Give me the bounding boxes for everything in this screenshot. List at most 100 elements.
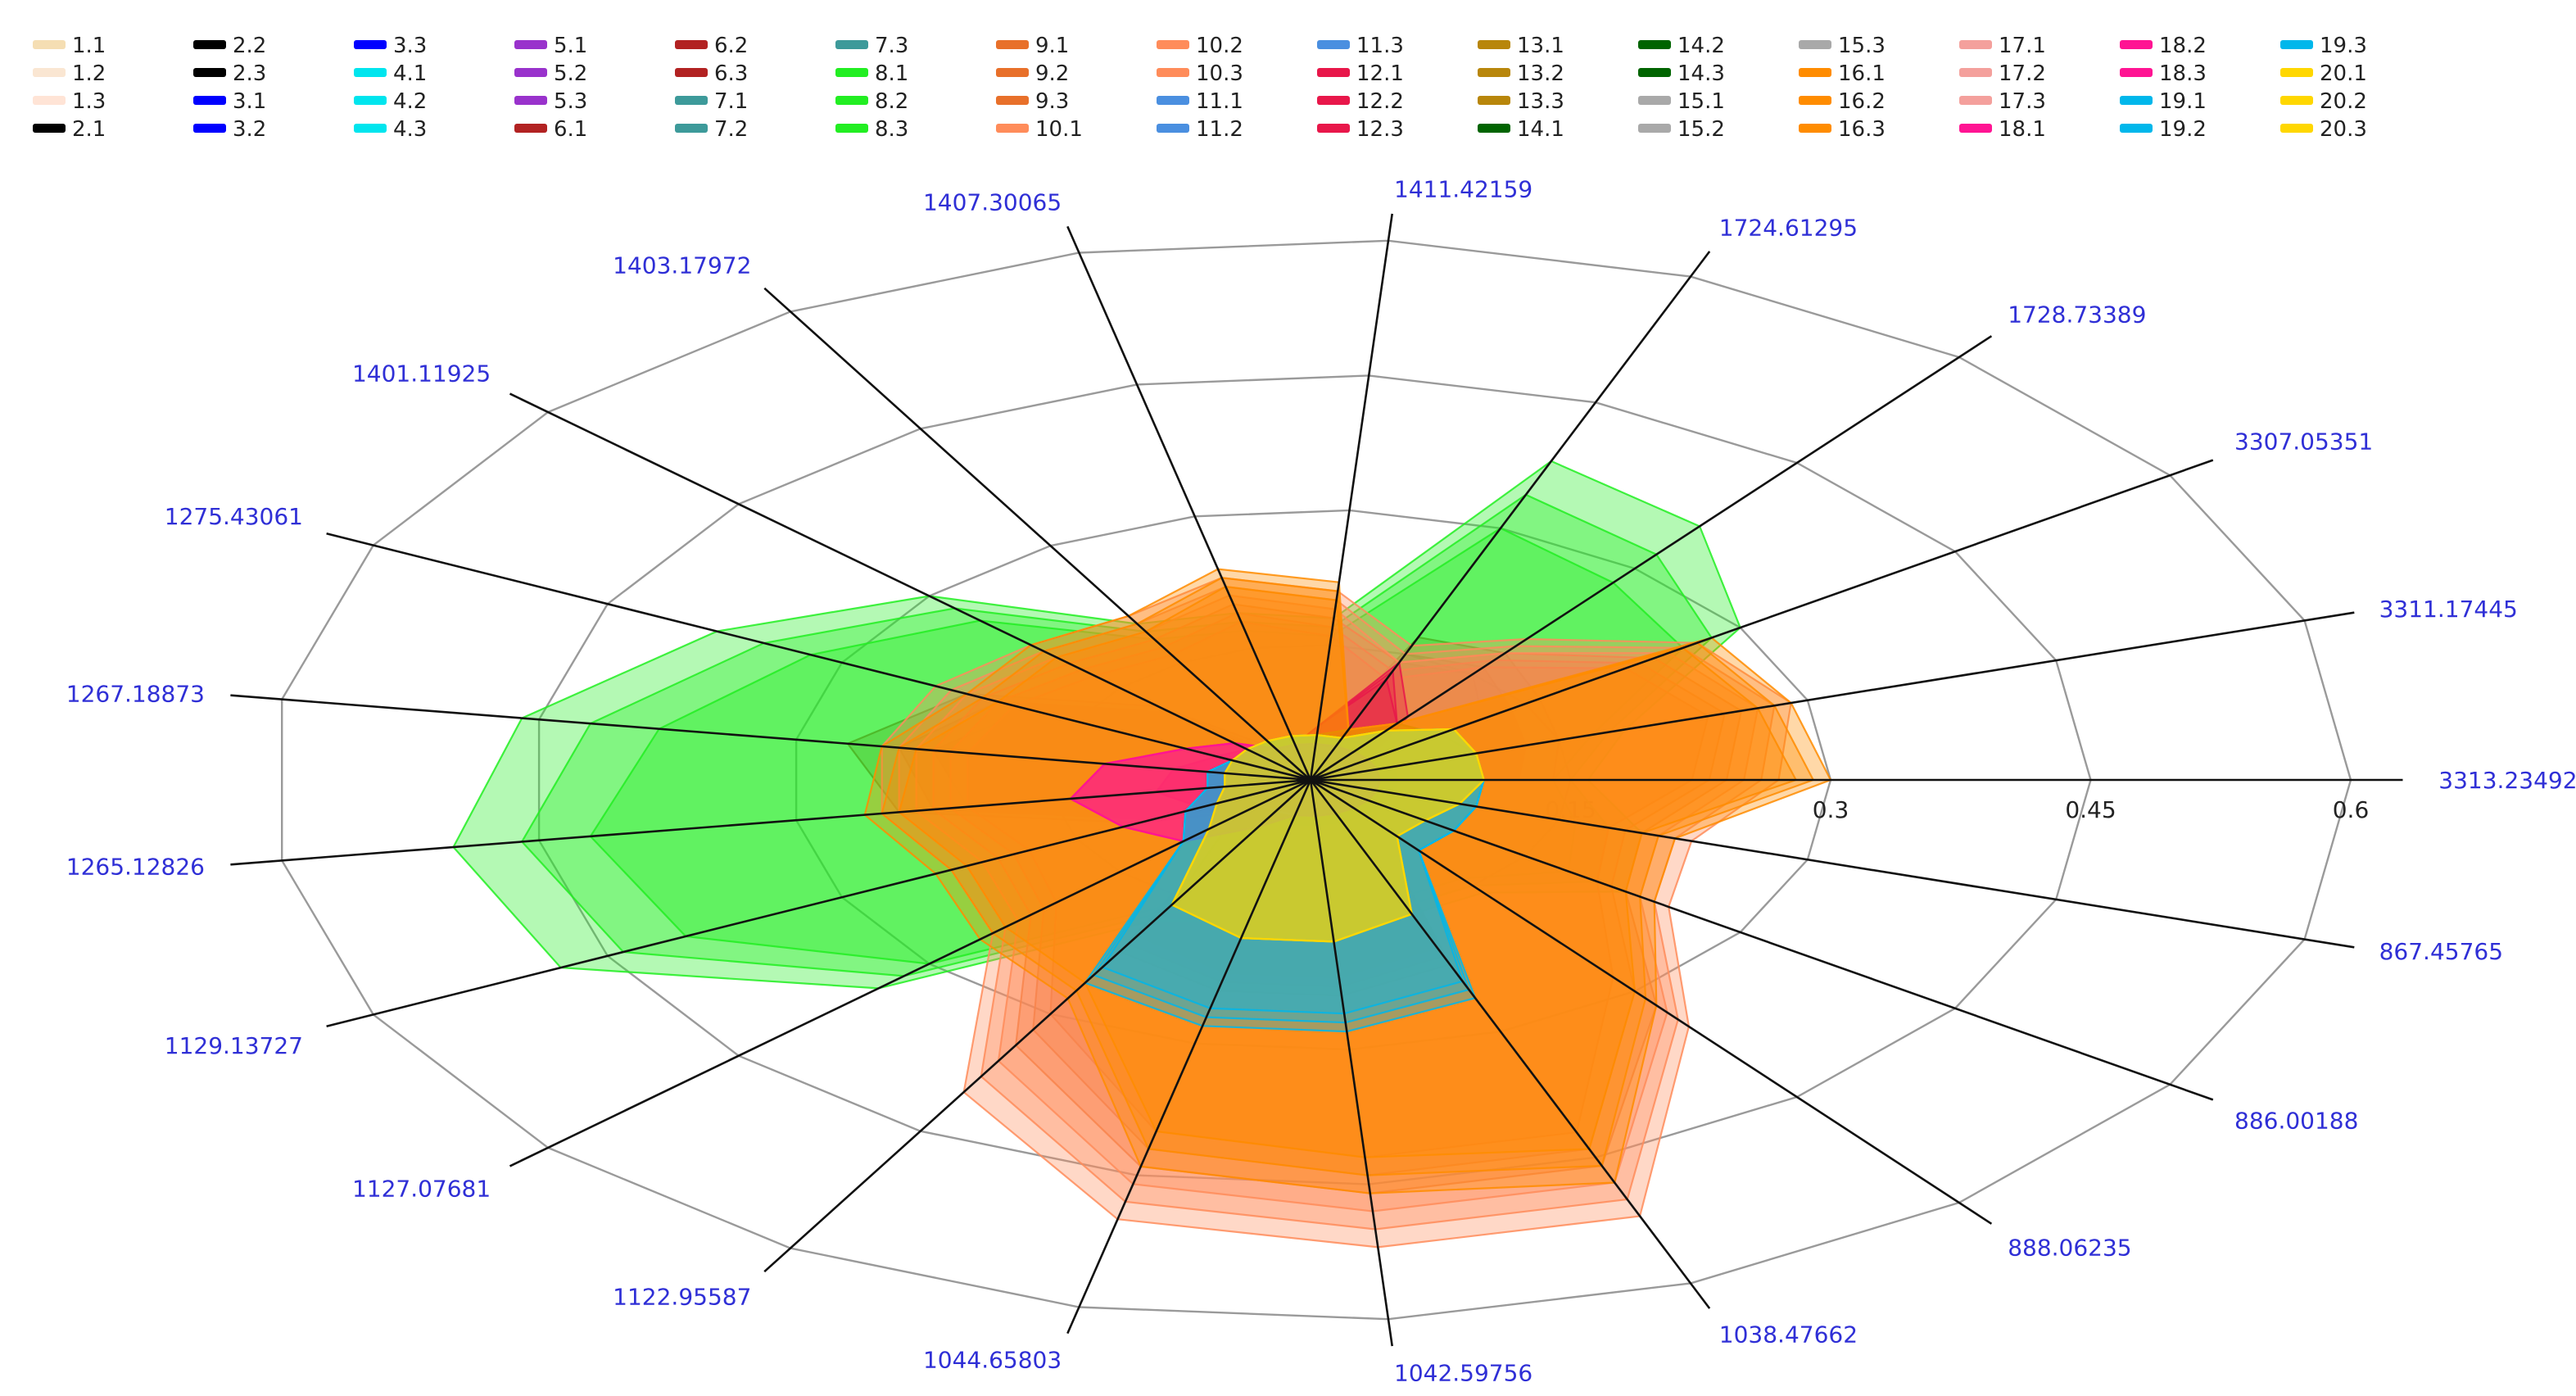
legend-item[interactable]: 12.2 [1317,89,1404,114]
legend-item[interactable]: 18.1 [1959,117,2046,142]
legend-item[interactable]: 15.3 [1799,34,1886,58]
legend-item[interactable]: 20.3 [2280,117,2367,142]
legend-item[interactable]: 18.2 [2120,34,2207,58]
series-polygon[interactable] [898,585,1776,1231]
legend-swatch [675,96,708,105]
grid-ring [281,239,2352,1321]
legend-swatch [1638,68,1671,77]
legend-item[interactable]: 7.1 [675,89,748,114]
legend-item[interactable]: 6.2 [675,34,748,58]
legend-item[interactable]: 8.2 [835,89,908,114]
legend-item[interactable]: 6.1 [514,117,587,142]
series-polygon[interactable] [1170,727,1485,943]
legend-item[interactable]: 9.3 [996,89,1069,114]
legend-item[interactable]: 12.3 [1317,117,1404,142]
legend-item[interactable]: 7.2 [675,117,748,142]
legend-item[interactable]: 5.2 [514,61,587,86]
legend-item[interactable]: 4.1 [354,61,427,86]
legend-swatch [1959,124,1992,133]
legend-item[interactable]: 19.3 [2280,34,2367,58]
legend-item[interactable]: 7.3 [835,34,908,58]
legend-item[interactable]: 12.1 [1317,61,1404,86]
legend-item[interactable]: 4.2 [354,89,427,114]
legend-item[interactable]: 3.2 [193,117,266,142]
legend-item[interactable]: 3.3 [354,34,427,58]
legend-label: 17.1 [1999,34,2046,58]
legend-item[interactable]: 20.1 [2280,61,2367,86]
legend-item[interactable]: 9.2 [996,61,1069,86]
legend-label: 14.2 [1677,34,1725,58]
legend-item[interactable]: 14.3 [1638,61,1725,86]
legend-item[interactable]: 13.2 [1478,61,1564,86]
legend-item[interactable]: 13.3 [1478,89,1564,114]
legend-item[interactable]: 10.3 [1157,61,1243,86]
legend-swatch [33,96,66,105]
legend-item[interactable]: 2.3 [193,61,266,86]
legend-swatch [1638,96,1671,105]
legend-item[interactable]: 17.1 [1959,34,2046,58]
legend-label: 13.3 [1517,89,1564,114]
legend-swatch [2280,40,2313,49]
axis-spoke [509,778,1311,1167]
legend-swatch [1959,40,1992,49]
axis-spoke [1066,779,1312,1335]
legend-item[interactable]: 2.2 [193,34,266,58]
legend-item[interactable]: 6.3 [675,61,748,86]
legend-item[interactable]: 5.1 [514,34,587,58]
legend-item[interactable]: 11.2 [1157,117,1243,142]
legend-label: 17.3 [1999,89,2046,114]
legend-item[interactable]: 17.3 [1959,89,2046,114]
radial-tick-label: 0.3 [1813,796,1849,823]
radar-series-layer [452,460,1832,1249]
legend-item[interactable]: 14.1 [1478,117,1564,142]
legend-label: 20.2 [2320,89,2367,114]
legend-swatch [835,96,868,105]
radar-spokes [230,213,2403,1347]
legend-swatch [835,124,868,133]
legend-item[interactable]: 15.2 [1638,117,1725,142]
legend-item[interactable]: 11.3 [1317,34,1404,58]
legend-item[interactable]: 18.3 [2120,61,2207,86]
legend-item[interactable]: 4.3 [354,117,427,142]
series-polygon[interactable] [915,594,1759,1212]
axis-label: 1401.11925 [352,360,491,387]
legend-item[interactable]: 19.2 [2120,117,2207,142]
legend-item[interactable]: 1.2 [33,61,106,86]
legend-item[interactable]: 1.3 [33,89,106,114]
legend-item[interactable]: 1.1 [33,34,106,58]
legend-item[interactable]: 13.1 [1478,34,1564,58]
legend-item[interactable]: 20.2 [2280,89,2367,114]
legend-swatch [354,68,387,77]
axis-label: 1038.47662 [1719,1321,1858,1348]
legend-item[interactable]: 19.1 [2120,89,2207,114]
axis-spoke [1310,459,2214,782]
legend-item[interactable]: 5.3 [514,89,587,114]
legend-item[interactable]: 16.2 [1799,89,1886,114]
legend-item[interactable]: 3.1 [193,89,266,114]
legend-item[interactable]: 16.3 [1799,117,1886,142]
legend-item[interactable]: 8.1 [835,61,908,86]
legend-label: 4.1 [393,61,427,86]
legend-item[interactable]: 17.2 [1959,61,2046,86]
legend-item[interactable]: 9.1 [996,34,1069,58]
legend-item[interactable]: 8.3 [835,117,908,142]
legend-item[interactable]: 10.2 [1157,34,1243,58]
series-polygon[interactable] [863,568,1832,1194]
legend-label: 3.2 [233,117,266,142]
legend-swatch [193,124,226,133]
legend-swatch [675,68,708,77]
series-polygon[interactable] [452,460,1742,990]
legend-label: 7.1 [714,89,748,114]
series-polygon[interactable] [520,493,1714,977]
axis-spoke [1310,778,2214,1101]
axis-label: 3311.17445 [2379,596,2518,623]
legend-item[interactable]: 10.1 [996,117,1083,142]
legend-item[interactable]: 14.2 [1638,34,1725,58]
legend-item[interactable]: 16.1 [1799,61,1886,86]
legend-item[interactable]: 2.1 [33,117,106,142]
legend-item[interactable]: 11.1 [1157,89,1243,114]
legend-label: 18.3 [2159,61,2207,86]
legend-item[interactable]: 15.1 [1638,89,1725,114]
series-polygon[interactable] [881,577,1792,1249]
series-polygon[interactable] [967,620,1709,1158]
